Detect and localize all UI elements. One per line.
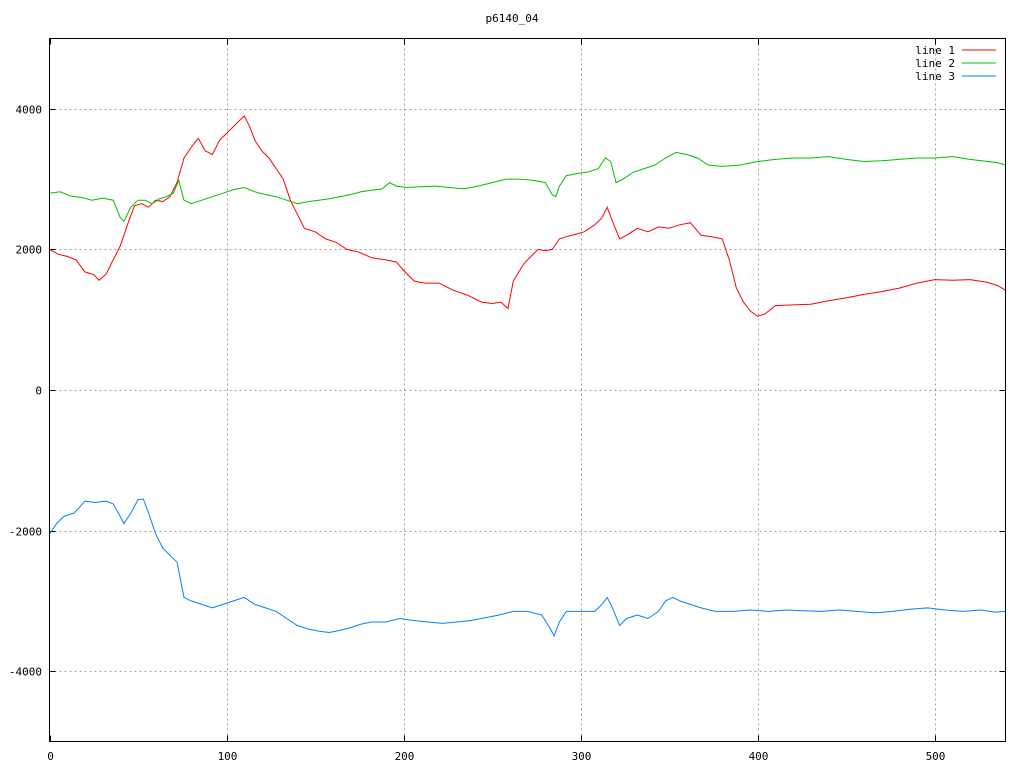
x-tick-label: 200	[395, 750, 415, 763]
plot-area	[49, 114, 1006, 638]
y-tick-label: 0	[35, 385, 42, 398]
y-tick-label: -4000	[9, 666, 42, 679]
series-line-3	[49, 498, 1006, 638]
chart-title: p6140_04	[486, 12, 539, 25]
series-line-1	[49, 114, 1006, 317]
legend-label: line 2	[915, 57, 955, 70]
axis-ticks: 0 100 200 300 400 500 -4000 -2000 0 2000 4000	[9, 38, 1006, 763]
x-tick-label: 400	[749, 750, 769, 763]
grid	[49, 38, 1006, 742]
x-tick-label: 300	[572, 750, 592, 763]
y-tick-label: 4000	[16, 104, 43, 117]
x-tick-label: 100	[218, 750, 238, 763]
y-tick-label: 2000	[16, 244, 43, 257]
y-tick-label: -2000	[9, 526, 42, 539]
legend-label: line 1	[915, 44, 955, 57]
plot-frame	[49, 38, 1006, 742]
series-line-2	[49, 151, 1006, 223]
x-tick-label: 500	[926, 750, 946, 763]
x-tick-label: 0	[47, 750, 54, 763]
legend-label: line 3	[915, 70, 955, 83]
